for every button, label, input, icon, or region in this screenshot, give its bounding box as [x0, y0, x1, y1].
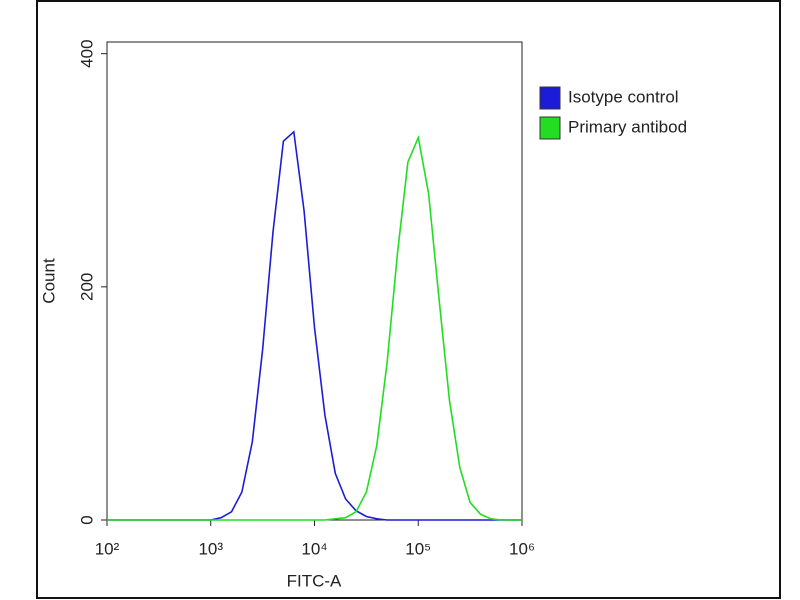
x-tick-label: 10³ [198, 539, 223, 558]
y-tick-label: 400 [77, 39, 96, 67]
y-tick-label: 0 [77, 515, 96, 524]
x-tick-label: 10⁶ [509, 539, 535, 558]
series-line [107, 134, 522, 521]
y-tick-label: 200 [77, 273, 96, 301]
legend-swatch [539, 116, 561, 140]
x-axis-label: FITC-A [287, 571, 342, 590]
legend-label: Isotype control [568, 87, 679, 106]
x-tick-label: 10² [95, 539, 120, 558]
x-tick-label: 10⁴ [301, 539, 327, 558]
legend-label: Primary antibod [568, 117, 687, 136]
plot-area [106, 41, 523, 521]
x-tick-label: 10⁵ [405, 539, 431, 558]
frame [36, 0, 781, 599]
y-axis-label: Count [39, 258, 58, 304]
series-line [107, 130, 522, 521]
legend-swatch [539, 86, 561, 110]
